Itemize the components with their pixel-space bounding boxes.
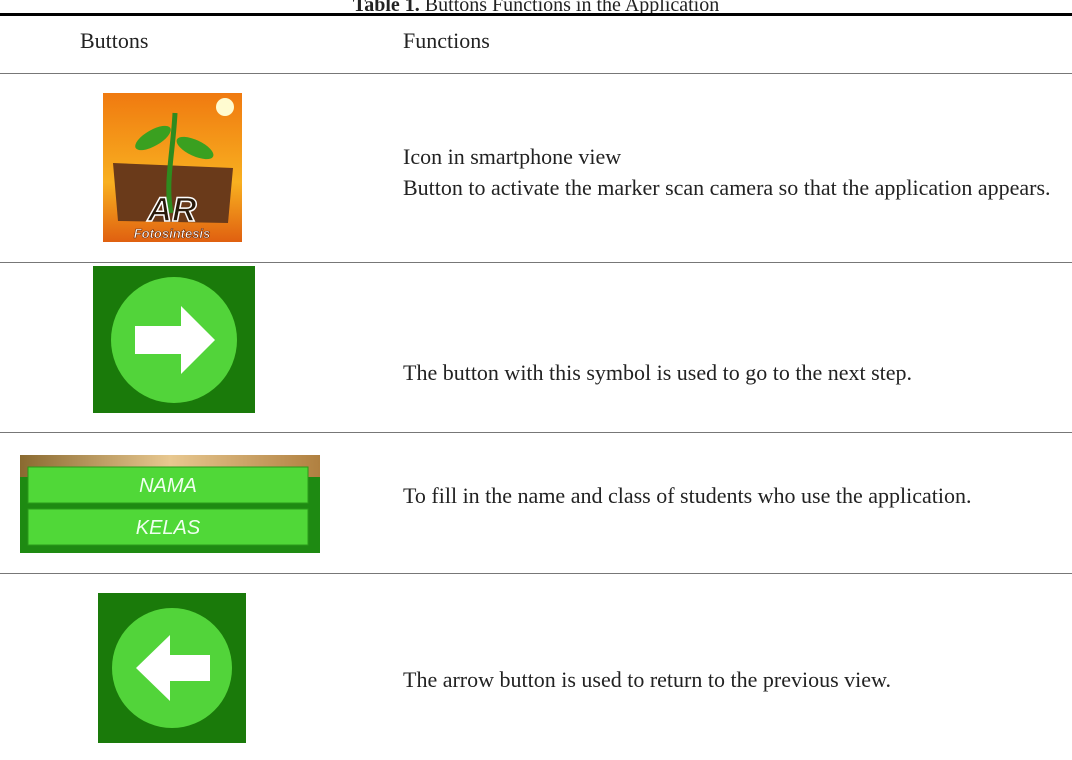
function-paragraph: Button to activate the marker scan camer…: [403, 175, 1051, 200]
function-text: The button with this symbol is used to g…: [343, 357, 1068, 388]
row-rule: [0, 573, 1072, 574]
function-paragraph: The arrow button is used to return to th…: [403, 667, 891, 692]
field-label: KELAS: [136, 517, 201, 539]
function-paragraph: To fill in the name and class of student…: [403, 483, 972, 508]
function-paragraph: Icon in smartphone view: [403, 144, 622, 169]
function-text: Icon in smartphone view Button to activa…: [343, 141, 1068, 203]
icon-caption: Fotosintesis: [134, 226, 211, 241]
icon-badge: AR: [146, 191, 197, 229]
function-text: The arrow button is used to return to th…: [343, 664, 1068, 695]
function-paragraph: The button with this symbol is used to g…: [403, 360, 913, 385]
app-icon: AR Fotosintesis: [103, 93, 242, 242]
caption-text: Buttons Functions in the Application: [424, 0, 720, 16]
next-button-icon: [93, 266, 255, 413]
header-rule: [0, 73, 1072, 74]
top-rule: [0, 13, 1072, 16]
field-label: NAMA: [139, 475, 197, 497]
header-functions: Functions: [403, 28, 490, 53]
function-text: To fill in the name and class of student…: [343, 480, 1068, 511]
name-class-fields: NAMA KELAS: [20, 455, 320, 553]
table-caption: Table 1. Buttons Functions in the Applic…: [0, 0, 1072, 17]
row-rule: [0, 262, 1072, 263]
caption-label: Table 1.: [352, 0, 420, 16]
header-buttons: Buttons: [80, 28, 149, 53]
back-button-icon: [98, 593, 246, 743]
row-rule: [0, 432, 1072, 433]
